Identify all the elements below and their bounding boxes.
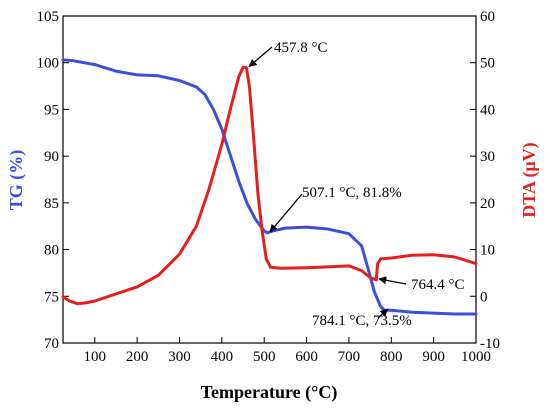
y-left-tick-label: 105	[37, 9, 60, 25]
y-left-axis-ticks: 70 75 80 85 90 95 100 105	[37, 9, 69, 352]
y-right-tick-label: 30	[480, 149, 495, 165]
y-right-axis-ticks: -10 0 10 20 30 40 50 60	[470, 9, 500, 352]
y-left-axis-title: TG (%)	[6, 150, 27, 211]
x-tick-label: 900	[422, 349, 445, 365]
y-left-tick-label: 90	[44, 149, 59, 165]
tg-curve	[61, 58, 478, 316]
y-right-tick-label: 20	[480, 196, 495, 212]
x-tick-label: 700	[338, 349, 361, 365]
series-layer	[61, 58, 478, 316]
x-tick-label: 100	[84, 349, 107, 365]
plot-frame	[62, 15, 477, 344]
annotation-arrow	[269, 193, 303, 233]
x-tick-label: 1000	[461, 349, 491, 365]
y-right-tick-label: -10	[480, 336, 500, 352]
y-right-tick-label: 0	[480, 289, 488, 305]
y-left-tick-label: 100	[37, 56, 60, 72]
y-right-tick-label: 10	[480, 243, 495, 259]
dta-curve	[61, 65, 478, 306]
annotation-label: 764.4 °C	[411, 277, 465, 293]
x-tick-label: 800	[380, 349, 403, 365]
annotations-layer: 457.8 °C 507.1 °C, 81.8% 764.4 °C 784.1 °C,…	[248, 40, 465, 329]
x-tick-label: 600	[295, 349, 318, 365]
annotation-label: 507.1 °C, 81.8%	[302, 185, 402, 201]
annotation-label: 457.8 °C	[274, 40, 328, 56]
annotation-arrow	[248, 46, 273, 68]
x-axis-title: Temperature (°C)	[201, 382, 338, 403]
y-left-tick-label: 85	[44, 196, 59, 212]
y-right-tick-label: 50	[480, 56, 495, 72]
y-right-tick-label: 40	[480, 102, 495, 118]
y-left-tick-label: 70	[44, 336, 59, 352]
y-left-tick-label: 80	[44, 243, 59, 259]
y-right-tick-label: 60	[480, 9, 495, 25]
x-tick-label: 200	[126, 349, 149, 365]
x-tick-label: 500	[253, 349, 276, 365]
annotation-arrow	[378, 276, 407, 285]
x-axis-ticks: 100 200 300 400 500 600 700 800 900 1000	[84, 337, 491, 365]
x-tick-label: 300	[168, 349, 191, 365]
x-tick-label: 400	[211, 349, 234, 365]
annotation-label: 784.1 °C, 73.5%	[312, 313, 412, 329]
annotation-arrow	[377, 308, 389, 319]
y-right-axis-title: DTA (μV)	[519, 142, 540, 217]
y-left-tick-label: 75	[44, 289, 59, 305]
y-left-tick-label: 95	[44, 102, 59, 118]
